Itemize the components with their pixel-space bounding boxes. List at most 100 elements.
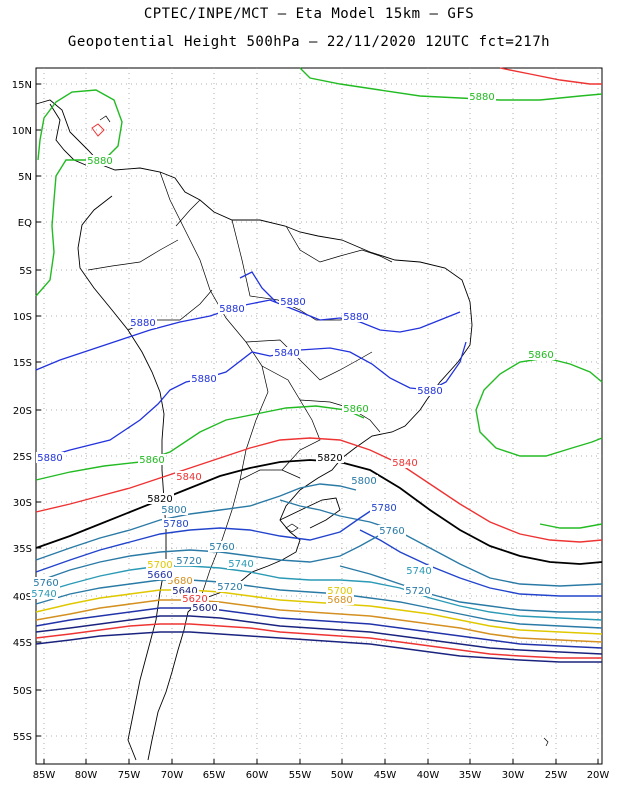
latitude-label: 5N bbox=[18, 172, 32, 183]
contour-label: 5880 bbox=[219, 304, 244, 315]
longitude-label: 25W bbox=[545, 770, 568, 781]
longitude-label: 75W bbox=[118, 770, 141, 781]
map-frame bbox=[35, 67, 603, 765]
latitude-label: EQ bbox=[18, 218, 32, 229]
contour-label-background bbox=[36, 452, 64, 463]
contour-label: 5840 bbox=[274, 348, 299, 359]
contour-label-background bbox=[405, 565, 433, 576]
contour-label: 5740 bbox=[228, 559, 253, 570]
contour-label-background bbox=[279, 296, 307, 307]
contour-label: 5700 bbox=[327, 586, 352, 597]
contour-label-background bbox=[146, 569, 174, 580]
contour-band-5800 bbox=[35, 483, 603, 587]
contour-label-background bbox=[227, 558, 255, 569]
contour-label: 5860 bbox=[528, 350, 553, 361]
contour-label-background bbox=[273, 347, 301, 358]
latitude-label: 10S bbox=[13, 312, 32, 323]
contour-label-background bbox=[218, 303, 246, 314]
longitude-label: 65W bbox=[203, 770, 226, 781]
contour-label-background bbox=[86, 155, 114, 166]
continent-west-coast bbox=[77, 195, 167, 761]
contour-label-background bbox=[370, 502, 398, 513]
contour-5860-green bbox=[35, 67, 603, 529]
latitude-label: 20S bbox=[13, 406, 32, 417]
contour-label-background bbox=[166, 575, 194, 586]
longitude-label: 85W bbox=[33, 770, 56, 781]
contour-label: 5820 bbox=[147, 494, 172, 505]
contour-band-5780 bbox=[35, 509, 602, 597]
latitude-label: 5S bbox=[19, 266, 32, 277]
contour-label-background bbox=[171, 585, 199, 596]
longitude-label: 45W bbox=[374, 770, 397, 781]
contour-label: 5840 bbox=[392, 458, 417, 469]
longitude-label: 55W bbox=[289, 770, 312, 781]
contour-label: 5600 bbox=[192, 603, 217, 614]
latitude-axis: 15N 10N 5N EQ 5S 10S 15S 20S 25S 30S 35S 40S 45S 50S 5… bbox=[12, 80, 41, 743]
contour-label-background bbox=[316, 452, 344, 463]
longitude-label: 20W bbox=[587, 770, 610, 781]
contour-band-5660 bbox=[35, 607, 603, 649]
contour-label-background bbox=[527, 349, 555, 360]
contour-label-background bbox=[129, 317, 157, 328]
latitude-label: 45S bbox=[13, 638, 32, 649]
contour-label: 5740 bbox=[31, 589, 56, 600]
longitude-axis: 85W 80W 75W 70W 65W 60W 55W 50W 45W 40W 35W 30W 25W 2… bbox=[33, 759, 610, 781]
latitude-label: 30S bbox=[13, 498, 32, 509]
contour-label: 5680 bbox=[327, 595, 352, 606]
contour-label-background bbox=[30, 588, 58, 599]
contour-label-background bbox=[175, 555, 203, 566]
contour-label-background bbox=[342, 403, 370, 414]
contour-label-background bbox=[404, 585, 432, 596]
contour-label-background bbox=[138, 454, 166, 465]
contour-label: 5880 bbox=[130, 318, 155, 329]
islands bbox=[99, 115, 549, 747]
contour-label-background bbox=[468, 91, 496, 102]
contour-label: 5620 bbox=[182, 594, 207, 605]
contour-label: 5660 bbox=[147, 570, 172, 581]
contour-label-background bbox=[326, 594, 354, 605]
longitude-label: 35W bbox=[459, 770, 482, 781]
contour-label: 5740 bbox=[406, 566, 431, 577]
contour-label-background bbox=[416, 385, 444, 396]
contour-label-background bbox=[146, 493, 174, 504]
latitude-label: 35S bbox=[13, 544, 32, 555]
contour-band-5640 bbox=[35, 615, 603, 655]
contour-band-5740 bbox=[35, 565, 603, 621]
contour-5860-isolated bbox=[91, 123, 105, 137]
longitude-label: 50W bbox=[331, 770, 354, 781]
contour-label-background bbox=[191, 602, 219, 613]
longitude-label: 80W bbox=[75, 770, 98, 781]
contour-label: 5860 bbox=[139, 455, 164, 466]
contour-band-5700 bbox=[35, 589, 603, 635]
longitude-label: 60W bbox=[246, 770, 269, 781]
graticule bbox=[36, 68, 602, 764]
rio-de-la-plata bbox=[279, 497, 341, 529]
contour-label: 5880 bbox=[417, 386, 442, 397]
contour-label-background bbox=[160, 504, 188, 515]
contour-label: 5860 bbox=[343, 404, 368, 415]
contour-label: 5700 bbox=[147, 560, 172, 571]
contour-label-background bbox=[342, 311, 370, 322]
latitude-label: 15N bbox=[12, 80, 32, 91]
contour-label: 5840 bbox=[176, 472, 201, 483]
contour-label-background bbox=[391, 457, 419, 468]
contour-label-background bbox=[181, 593, 209, 604]
longitude-label: 40W bbox=[417, 770, 440, 781]
contour-label: 5760 bbox=[209, 542, 234, 553]
contour-label: 5800 bbox=[161, 505, 186, 516]
contour-label: 5880 bbox=[469, 92, 494, 103]
contour-label: 5680 bbox=[167, 576, 192, 587]
longitude-label: 70W bbox=[161, 770, 184, 781]
contour-label-background bbox=[162, 518, 190, 529]
contour-label: 5880 bbox=[37, 453, 62, 464]
latitude-label: 10N bbox=[12, 126, 32, 137]
contour-labels: 5880 5880 5880 5880 5880 5880 5840 5880 5880 5860… bbox=[30, 91, 555, 614]
contour-label: 5880 bbox=[87, 156, 112, 167]
central-america-coast bbox=[49, 103, 89, 167]
contour-band-5680 bbox=[35, 599, 603, 643]
contour-label-background bbox=[350, 475, 378, 486]
contour-label-background bbox=[32, 577, 60, 588]
contour-label-background bbox=[146, 559, 174, 570]
contour-label: 5880 bbox=[280, 297, 305, 308]
